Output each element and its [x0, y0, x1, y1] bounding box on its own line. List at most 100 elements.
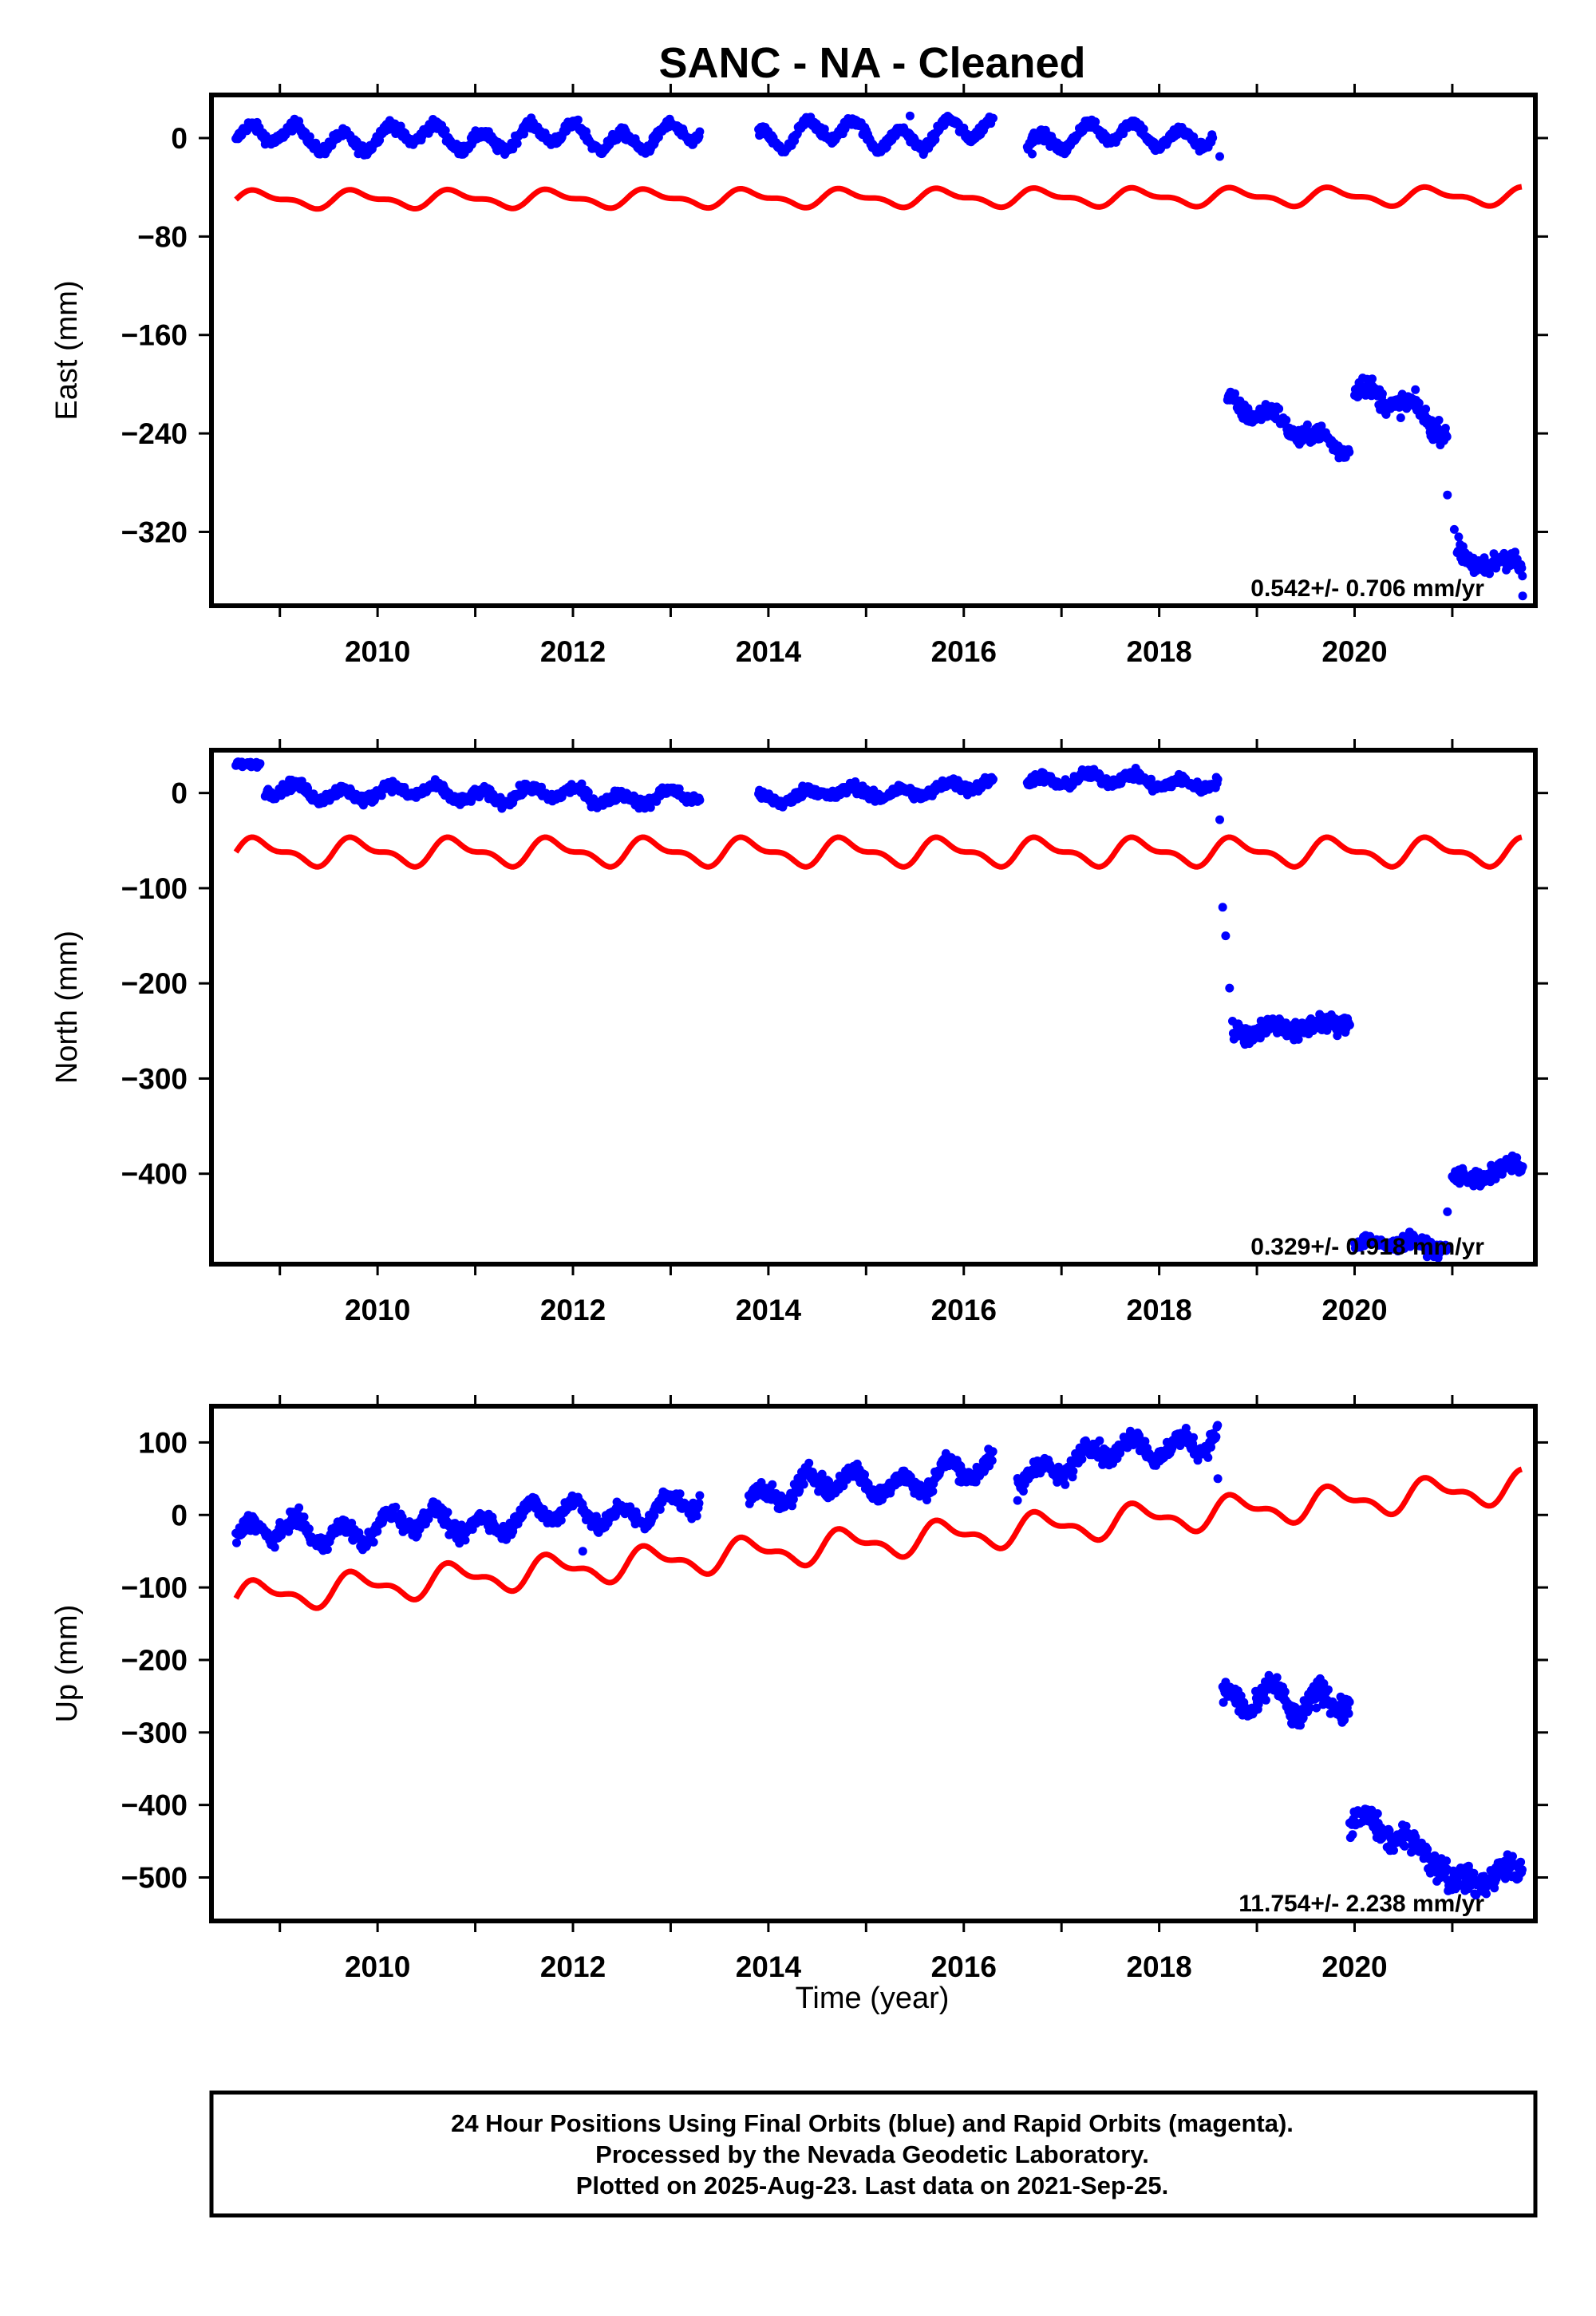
- data-point: [1095, 1436, 1104, 1445]
- data-point: [1340, 1715, 1349, 1725]
- y-tick-label: 0: [171, 1499, 188, 1531]
- x-tick-label: 2016: [931, 1294, 997, 1326]
- data-point: [1434, 416, 1444, 425]
- x-tick-label: 2016: [931, 1950, 997, 1983]
- x-tick-label: 2018: [1126, 635, 1191, 668]
- data-point: [1147, 774, 1156, 784]
- data-point: [695, 1491, 705, 1500]
- data-point: [1440, 424, 1450, 433]
- y-tick-label: 0: [171, 777, 188, 810]
- data-point: [1469, 1868, 1479, 1878]
- x-tick-label: 2018: [1126, 1294, 1191, 1326]
- data-point: [294, 1503, 304, 1512]
- data-point: [1264, 1670, 1274, 1680]
- data-points: [231, 1421, 1527, 1900]
- data-point: [1511, 547, 1520, 557]
- chart-title: SANC - NA - Cleaned: [658, 39, 1085, 87]
- data-point: [1236, 1691, 1246, 1701]
- data-point: [1421, 405, 1431, 413]
- y-axis-label: North (mm): [50, 931, 84, 1084]
- y-tick-label: −200: [121, 967, 188, 1000]
- x-tick-label: 2014: [736, 1294, 802, 1326]
- data-point: [1211, 1432, 1221, 1441]
- data-point: [1373, 1809, 1382, 1818]
- data-point: [1442, 1242, 1452, 1251]
- y-tick-label: −500: [121, 1861, 188, 1894]
- data-point: [1333, 1031, 1342, 1041]
- data-points: [231, 757, 1527, 1263]
- data-point: [255, 759, 265, 769]
- data-point: [512, 139, 522, 148]
- data-points: [231, 111, 1527, 601]
- data-point: [1368, 374, 1377, 384]
- y-tick-label: −240: [121, 417, 188, 450]
- outlier-point: [1221, 931, 1231, 941]
- data-point: [1213, 1421, 1223, 1430]
- data-point: [989, 113, 998, 123]
- data-point: [1207, 1442, 1215, 1452]
- data-point: [1280, 1687, 1290, 1697]
- x-tick-label: 2010: [345, 1950, 410, 1983]
- data-point: [695, 796, 705, 805]
- data-point: [695, 127, 705, 136]
- rate-label: 0.329+/- 0.918 mm/yr: [1250, 1234, 1484, 1260]
- x-tick-label: 2016: [931, 635, 997, 668]
- data-point: [1139, 124, 1148, 134]
- data-point: [922, 1496, 931, 1504]
- y-tick-label: −400: [121, 1789, 188, 1822]
- data-point: [1322, 1026, 1332, 1035]
- data-point: [1348, 1830, 1357, 1840]
- x-tick-label: 2014: [736, 1950, 802, 1983]
- data-point: [987, 1456, 997, 1465]
- model-curve: [234, 184, 1523, 212]
- data-point: [377, 791, 386, 800]
- y-tick-label: −200: [121, 1644, 188, 1677]
- data-point: [1181, 1424, 1191, 1433]
- data-point: [304, 1524, 314, 1534]
- data-point: [556, 1516, 566, 1525]
- x-tick-label: 2010: [345, 1294, 410, 1326]
- x-tick-label: 2020: [1321, 1294, 1387, 1326]
- data-point: [655, 1504, 665, 1514]
- y-axis-label: Up (mm): [50, 1605, 84, 1723]
- data-point: [1401, 1821, 1411, 1831]
- plot-area: [231, 757, 1527, 1263]
- data-point: [1389, 1846, 1398, 1855]
- data-point: [1298, 1713, 1308, 1722]
- data-point: [1491, 1174, 1500, 1184]
- outlier-point: [1215, 815, 1224, 824]
- data-point: [1423, 1844, 1432, 1854]
- data-point: [1272, 1673, 1282, 1682]
- data-point: [820, 124, 829, 134]
- data-point: [1345, 1697, 1354, 1707]
- data-point: [1377, 389, 1387, 398]
- data-point: [1344, 1709, 1353, 1718]
- data-point: [1454, 532, 1464, 542]
- plot-area: [231, 1421, 1527, 1900]
- data-point: [675, 1489, 685, 1499]
- data-point: [1140, 1437, 1150, 1446]
- x-tick-label: 2012: [540, 1950, 606, 1983]
- data-point: [804, 1458, 814, 1468]
- data-point: [1411, 1832, 1420, 1842]
- data-point: [1219, 1697, 1228, 1707]
- data-point: [694, 1499, 704, 1508]
- outlier-point: [1028, 149, 1037, 159]
- model-curve: [233, 834, 1523, 870]
- data-point: [1485, 569, 1494, 579]
- data-point: [1482, 1889, 1491, 1899]
- data-point: [860, 1470, 869, 1480]
- data-point: [391, 1502, 401, 1512]
- x-tick-label: 2012: [540, 635, 606, 668]
- plot-area: [231, 111, 1527, 601]
- data-point: [817, 1469, 827, 1479]
- data-point: [1306, 1703, 1314, 1713]
- data-point: [573, 115, 583, 124]
- data-point: [1317, 421, 1326, 431]
- y-tick-label: −400: [121, 1158, 188, 1191]
- data-point: [989, 774, 998, 784]
- data-point: [440, 126, 450, 135]
- x-tick-label: 2020: [1321, 635, 1387, 668]
